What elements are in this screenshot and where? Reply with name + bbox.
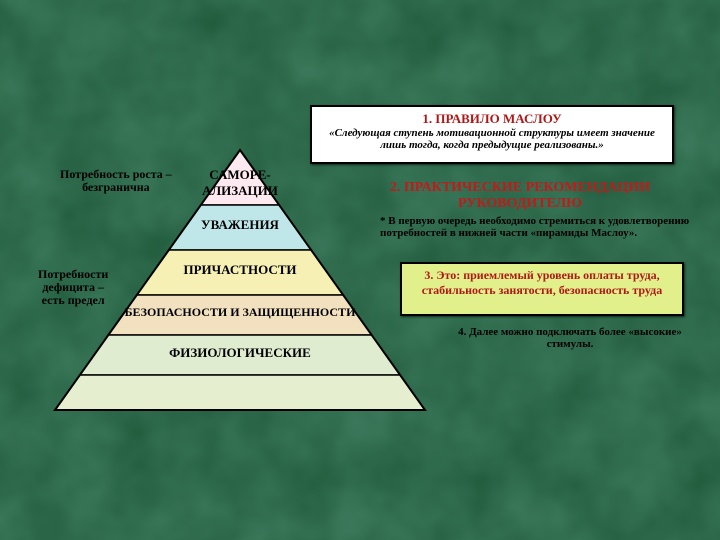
box-maslow-rule: 1. ПРАВИЛО МАСЛОУ «Следующая ступень мот… (310, 105, 674, 164)
box-point-3: 3. Это: приемлемый уровень оплаты труда,… (400, 262, 684, 316)
note-first-priority: * В первую очередь необходимо стремиться… (380, 215, 690, 239)
pyramid-level-label: САМОРЕ- АЛИЗАЦИИ (201, 167, 279, 199)
pyramid-level-label: ФИЗИОЛОГИЧЕСКИЕ (80, 345, 400, 361)
pyramid-level-label: УВАЖЕНИЯ (169, 217, 311, 233)
box-body: «Следующая ступень мотивационной структу… (320, 127, 664, 151)
slide-stage: САМОРЕ- АЛИЗАЦИИ УВАЖЕНИЯ ПРИЧАСТНОСТИ БЕЗО… (0, 0, 720, 540)
box-body: 3. Это: приемлемый уровень оплаты труда,… (402, 264, 682, 302)
heading-line: 2. ПРАКТИЧЕСКИЕ РЕКОМЕНДАЦИИ (350, 180, 690, 196)
heading-recommendations: 2. ПРАКТИЧЕСКИЕ РЕКОМЕНДАЦИИ РУКОВОДИТЕЛ… (350, 180, 690, 212)
side-label-line: безгранична (60, 181, 172, 194)
heading-line: РУКОВОДИТЕЛЮ (350, 196, 690, 212)
side-label-line: есть предел (38, 294, 108, 307)
pyramid-segment (55, 375, 425, 410)
side-label-growth: Потребность роста – безгранична (60, 168, 172, 194)
side-label-deficit: Потребности дефицита – есть предел (38, 268, 108, 308)
pyramid-level-label: БЕЗОПАСНОСТИ И ЗАЩИЩЕННОСТИ (108, 305, 371, 320)
box-title: 1. ПРАВИЛО МАСЛОУ (320, 111, 664, 127)
note-point-4: 4. Далее можно подключать более «высокие… (450, 326, 690, 350)
pyramid-level-label: ПРИЧАСТНОСТИ (137, 262, 343, 278)
